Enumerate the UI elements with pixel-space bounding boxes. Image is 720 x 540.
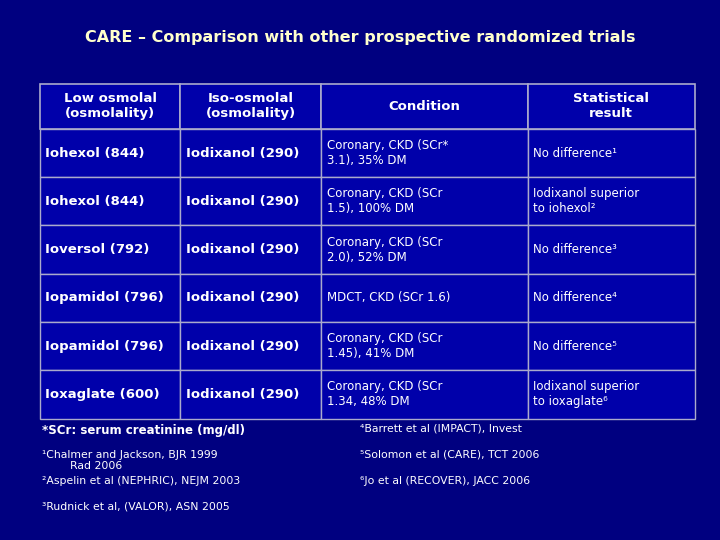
Text: Iodixanol superior
to iohexol²: Iodixanol superior to iohexol²: [534, 187, 640, 215]
Text: Iodixanol (290): Iodixanol (290): [186, 146, 300, 159]
Bar: [528, 370, 695, 419]
Text: No difference⁵: No difference⁵: [534, 340, 617, 353]
Text: No difference¹: No difference¹: [534, 146, 618, 159]
Text: ¹Chalmer and Jackson, BJR 1999
        Rad 2006: ¹Chalmer and Jackson, BJR 1999 Rad 2006: [42, 450, 217, 471]
Text: Iopamidol (796): Iopamidol (796): [45, 340, 164, 353]
Bar: [181, 129, 321, 177]
Bar: [181, 370, 321, 419]
Bar: [181, 225, 321, 274]
Text: Condition: Condition: [389, 100, 461, 113]
Bar: [321, 322, 528, 370]
Text: CARE – Comparison with other prospective randomized trials: CARE – Comparison with other prospective…: [85, 30, 635, 45]
Text: Iodixanol superior
to ioxaglate⁶: Iodixanol superior to ioxaglate⁶: [534, 380, 640, 408]
Text: Coronary, CKD (SCr
1.45), 41% DM: Coronary, CKD (SCr 1.45), 41% DM: [327, 332, 443, 360]
Text: Coronary, CKD (SCr
2.0), 52% DM: Coronary, CKD (SCr 2.0), 52% DM: [327, 235, 443, 264]
Text: Iopamidol (796): Iopamidol (796): [45, 292, 164, 305]
Bar: [181, 274, 321, 322]
Bar: [40, 322, 181, 370]
Bar: [528, 225, 695, 274]
Text: Iso-osmolal
(osmolality): Iso-osmolal (osmolality): [206, 92, 296, 120]
Text: Ioxaglate (600): Ioxaglate (600): [45, 388, 160, 401]
Text: ²Aspelin et al (NEPHRIC), NEJM 2003: ²Aspelin et al (NEPHRIC), NEJM 2003: [42, 476, 240, 486]
Text: Statistical
result: Statistical result: [573, 92, 649, 120]
Bar: [40, 370, 181, 419]
Bar: [40, 84, 181, 129]
Bar: [321, 177, 528, 225]
Bar: [321, 370, 528, 419]
Text: Iodixanol (290): Iodixanol (290): [186, 195, 300, 208]
Bar: [528, 274, 695, 322]
Bar: [181, 322, 321, 370]
Text: No difference³: No difference³: [534, 243, 617, 256]
Bar: [528, 84, 695, 129]
Bar: [528, 129, 695, 177]
Bar: [40, 225, 181, 274]
Bar: [321, 129, 528, 177]
Text: MDCT, CKD (SCr 1.6): MDCT, CKD (SCr 1.6): [327, 292, 451, 305]
Text: Iohexol (844): Iohexol (844): [45, 146, 145, 159]
Bar: [321, 84, 528, 129]
Bar: [321, 225, 528, 274]
Text: Iodixanol (290): Iodixanol (290): [186, 292, 300, 305]
Text: Coronary, CKD (SCr
1.5), 100% DM: Coronary, CKD (SCr 1.5), 100% DM: [327, 187, 443, 215]
Text: ⁴Barrett et al (IMPACT), Invest: ⁴Barrett et al (IMPACT), Invest: [360, 424, 522, 434]
Text: Coronary, CKD (SCr*
3.1), 35% DM: Coronary, CKD (SCr* 3.1), 35% DM: [327, 139, 449, 167]
Text: Ioversol (792): Ioversol (792): [45, 243, 150, 256]
Text: ⁵Solomon et al (CARE), TCT 2006: ⁵Solomon et al (CARE), TCT 2006: [360, 450, 539, 460]
Bar: [40, 274, 181, 322]
Bar: [321, 274, 528, 322]
Bar: [181, 84, 321, 129]
Bar: [40, 129, 181, 177]
Bar: [181, 177, 321, 225]
Text: ³Rudnick et al, (VALOR), ASN 2005: ³Rudnick et al, (VALOR), ASN 2005: [42, 502, 230, 512]
Text: Coronary, CKD (SCr
1.34, 48% DM: Coronary, CKD (SCr 1.34, 48% DM: [327, 380, 443, 408]
Bar: [528, 177, 695, 225]
Text: Iodixanol (290): Iodixanol (290): [186, 340, 300, 353]
Bar: [40, 177, 181, 225]
Text: *SCr: serum creatinine (mg/dl): *SCr: serum creatinine (mg/dl): [42, 424, 245, 437]
Text: ⁶Jo et al (RECOVER), JACC 2006: ⁶Jo et al (RECOVER), JACC 2006: [360, 476, 530, 486]
Text: Low osmolal
(osmolality): Low osmolal (osmolality): [63, 92, 156, 120]
Text: Iohexol (844): Iohexol (844): [45, 195, 145, 208]
Bar: [528, 322, 695, 370]
Text: Iodixanol (290): Iodixanol (290): [186, 388, 300, 401]
Text: Iodixanol (290): Iodixanol (290): [186, 243, 300, 256]
Text: No difference⁴: No difference⁴: [534, 292, 617, 305]
